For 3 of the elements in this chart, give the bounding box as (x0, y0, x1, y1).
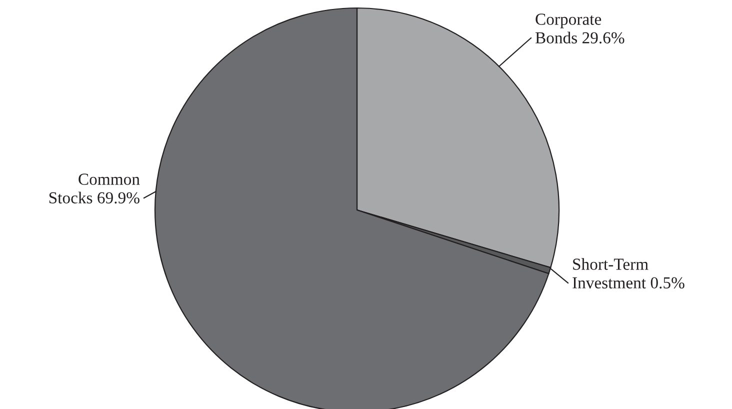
slice-label: Common Stocks 69.9% (49, 174, 140, 204)
slice-label: Short-Term Investment 0.5% (572, 258, 684, 289)
slice-label: Corporate Bonds 29.6% (535, 14, 624, 44)
